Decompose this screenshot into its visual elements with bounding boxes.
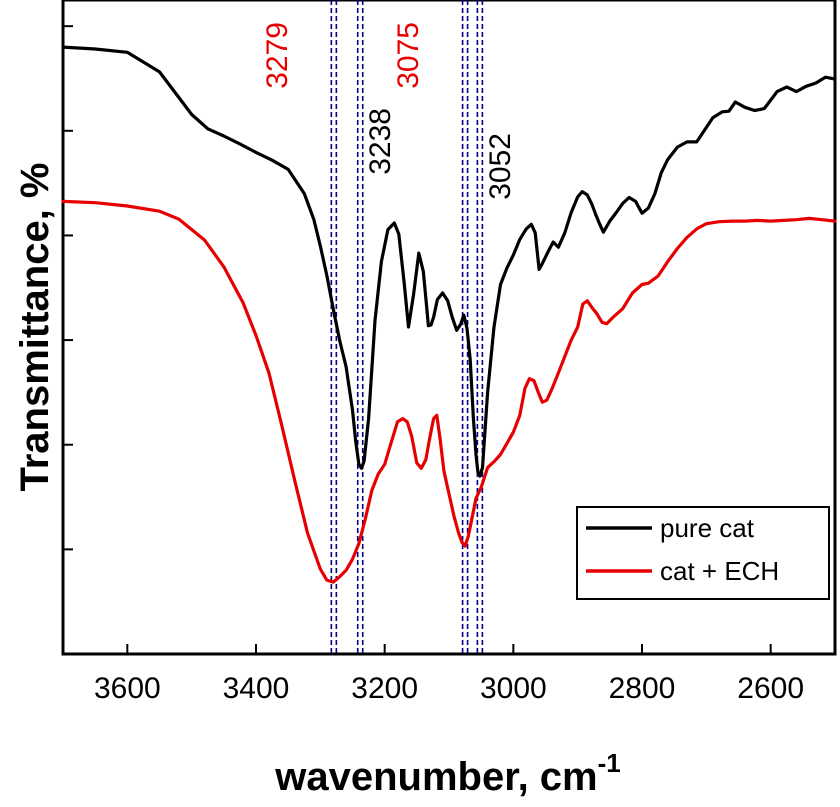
legend-box (576, 506, 830, 600)
x-tick-label-3400: 3400 (223, 672, 290, 705)
series-line-pure-cat (61, 45, 837, 478)
legend-label-pure-cat: pure cat (660, 513, 755, 543)
peak-label-3279: 3279 (261, 22, 294, 89)
y-axis-title: Transmittance, % (13, 162, 57, 491)
peak-label-3075: 3075 (392, 22, 425, 89)
peak-label-3238: 3238 (364, 108, 397, 175)
x-tick-label-2800: 2800 (609, 672, 676, 705)
series-line-cat-ech (61, 199, 837, 584)
plot-frame (61, 0, 837, 656)
x-axis-title-superscript: -1 (598, 748, 621, 778)
peak-label-3052: 3052 (484, 133, 517, 200)
x-axis-title-main: wavenumber, cm (274, 755, 597, 799)
legend: pure cat cat + ECH (576, 506, 830, 600)
x-tick-label-2600: 2600 (737, 672, 804, 705)
x-tick-label-3200: 3200 (351, 672, 418, 705)
legend-label-cat-ech: cat + ECH (660, 556, 779, 586)
x-tick-label-3600: 3600 (94, 672, 161, 705)
x-tick-label-3000: 3000 (480, 672, 547, 705)
x-axis-title: wavenumber, cm-1 (274, 748, 621, 799)
